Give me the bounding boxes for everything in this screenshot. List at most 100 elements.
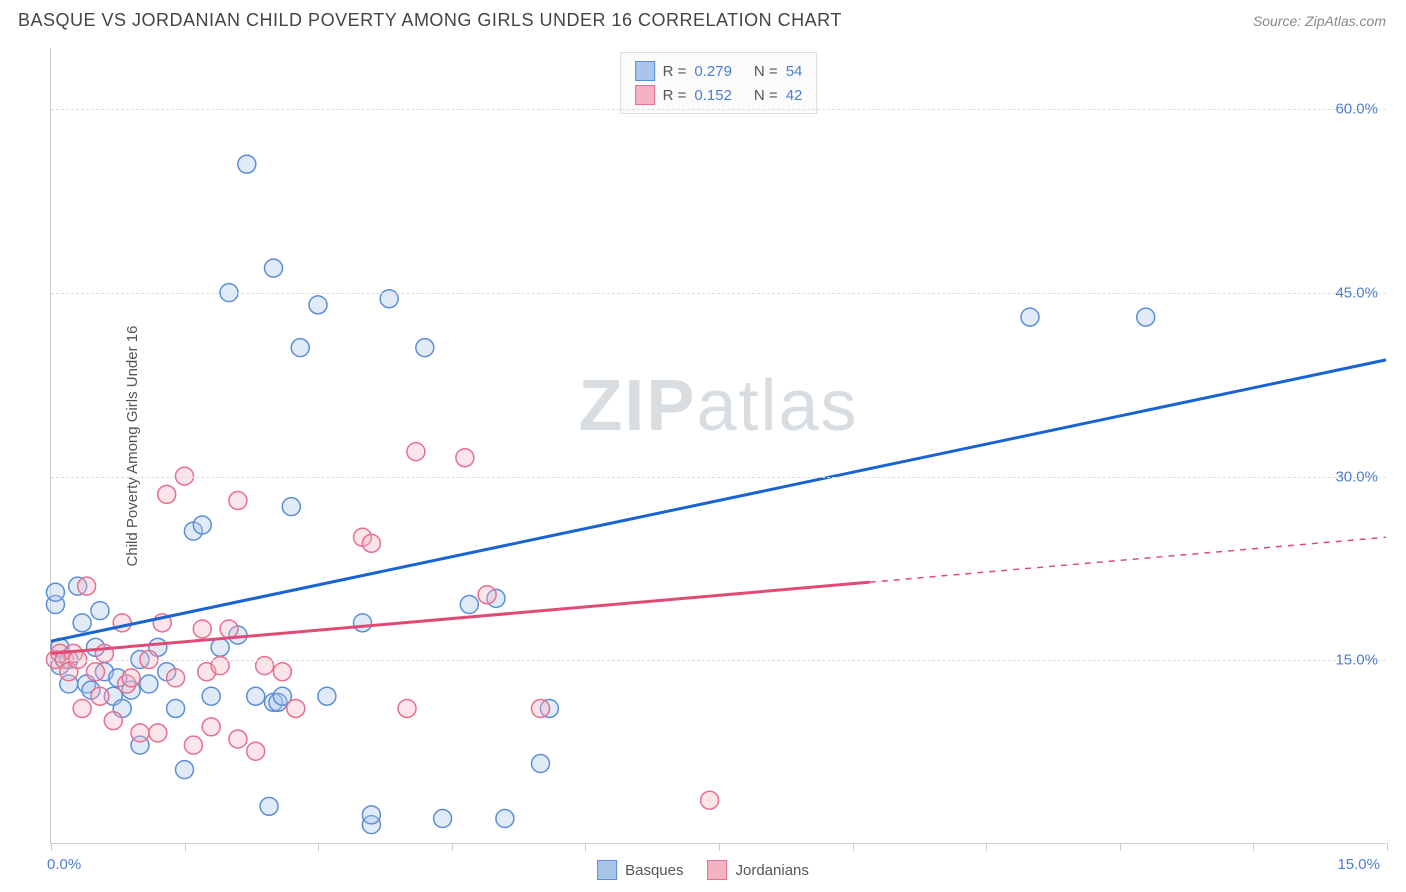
- scatter-point: [273, 663, 291, 681]
- y-tick-label: 60.0%: [1335, 101, 1378, 118]
- scatter-point: [149, 724, 167, 742]
- scatter-point: [167, 669, 185, 687]
- legend-r-label: R =: [663, 87, 687, 104]
- scatter-point: [265, 259, 283, 277]
- scatter-point: [1137, 308, 1155, 326]
- trend-line-dashed: [870, 537, 1386, 582]
- x-tick: [185, 843, 186, 851]
- scatter-point: [532, 699, 550, 717]
- scatter-point: [87, 663, 105, 681]
- gridline: [51, 109, 1386, 110]
- scatter-point: [309, 296, 327, 314]
- chart-plot-area: ZIPatlas R = 0.279N = 54R = 0.152N = 42 …: [50, 48, 1386, 844]
- scatter-point: [318, 687, 336, 705]
- scatter-point: [434, 810, 452, 828]
- scatter-point: [362, 806, 380, 824]
- scatter-point: [104, 712, 122, 730]
- scatter-point: [287, 699, 305, 717]
- scatter-point: [140, 675, 158, 693]
- scatter-point: [167, 699, 185, 717]
- scatter-point: [291, 339, 309, 357]
- scatter-point: [496, 810, 514, 828]
- scatter-point: [73, 614, 91, 632]
- scatter-point: [260, 797, 278, 815]
- scatter-point: [247, 742, 265, 760]
- scatter-point: [229, 492, 247, 510]
- legend-n-label: N =: [754, 87, 778, 104]
- x-tick: [719, 843, 720, 851]
- scatter-point: [362, 534, 380, 552]
- legend-r-label: R =: [663, 63, 687, 80]
- x-tick: [1120, 843, 1121, 851]
- scatter-point: [701, 791, 719, 809]
- x-tick: [853, 843, 854, 851]
- legend-n-label: N =: [754, 63, 778, 80]
- scatter-svg: [51, 48, 1386, 843]
- y-tick-label: 45.0%: [1335, 284, 1378, 301]
- scatter-point: [91, 687, 109, 705]
- legend-item: Jordanians: [707, 860, 808, 880]
- legend-label: Basques: [625, 862, 683, 879]
- x-tick: [51, 843, 52, 851]
- y-tick-label: 15.0%: [1335, 652, 1378, 669]
- scatter-point: [131, 724, 149, 742]
- legend-swatch: [597, 860, 617, 880]
- scatter-point: [220, 620, 238, 638]
- x-tick: [452, 843, 453, 851]
- scatter-point: [202, 687, 220, 705]
- correlation-legend: R = 0.279 N = 54 R = 0.152 N = 42: [620, 52, 818, 114]
- x-tick: [585, 843, 586, 851]
- x-tick: [986, 843, 987, 851]
- gridline: [51, 477, 1386, 478]
- scatter-point: [46, 583, 64, 601]
- legend-n-value: 54: [786, 63, 803, 80]
- scatter-point: [247, 687, 265, 705]
- trend-line: [51, 360, 1386, 641]
- scatter-point: [176, 761, 194, 779]
- scatter-point: [158, 485, 176, 503]
- gridline: [51, 293, 1386, 294]
- scatter-point: [229, 730, 247, 748]
- scatter-point: [193, 516, 211, 534]
- scatter-point: [238, 155, 256, 173]
- scatter-point: [354, 614, 372, 632]
- scatter-point: [460, 596, 478, 614]
- scatter-point: [282, 498, 300, 516]
- x-tick: [1387, 843, 1388, 851]
- scatter-point: [113, 614, 131, 632]
- scatter-point: [122, 669, 140, 687]
- legend-swatch: [635, 85, 655, 105]
- header: BASQUE VS JORDANIAN CHILD POVERTY AMONG …: [0, 0, 1406, 36]
- gridline: [51, 660, 1386, 661]
- scatter-point: [211, 638, 229, 656]
- legend-n-value: 42: [786, 87, 803, 104]
- legend-row: R = 0.152 N = 42: [635, 83, 803, 107]
- legend-r-value: 0.279: [694, 63, 732, 80]
- scatter-point: [184, 736, 202, 754]
- scatter-point: [73, 699, 91, 717]
- scatter-point: [478, 586, 496, 604]
- source-label: Source: ZipAtlas.com: [1253, 13, 1386, 29]
- legend-swatch: [707, 860, 727, 880]
- scatter-point: [78, 577, 96, 595]
- scatter-point: [91, 602, 109, 620]
- legend-r-value: 0.152: [694, 87, 732, 104]
- legend-label: Jordanians: [735, 862, 808, 879]
- series-legend: Basques Jordanians: [597, 860, 809, 880]
- x-tick: [318, 843, 319, 851]
- scatter-point: [456, 449, 474, 467]
- scatter-point: [407, 443, 425, 461]
- scatter-point: [416, 339, 434, 357]
- y-tick-label: 30.0%: [1335, 468, 1378, 485]
- scatter-point: [532, 755, 550, 773]
- legend-swatch: [635, 61, 655, 81]
- trend-line: [51, 582, 870, 653]
- x-tick: [1253, 843, 1254, 851]
- legend-item: Basques: [597, 860, 683, 880]
- x-tick-label: 15.0%: [1337, 856, 1380, 873]
- legend-row: R = 0.279 N = 54: [635, 59, 803, 83]
- scatter-point: [398, 699, 416, 717]
- x-tick-label: 0.0%: [47, 856, 81, 873]
- chart-title: BASQUE VS JORDANIAN CHILD POVERTY AMONG …: [18, 10, 842, 31]
- scatter-point: [1021, 308, 1039, 326]
